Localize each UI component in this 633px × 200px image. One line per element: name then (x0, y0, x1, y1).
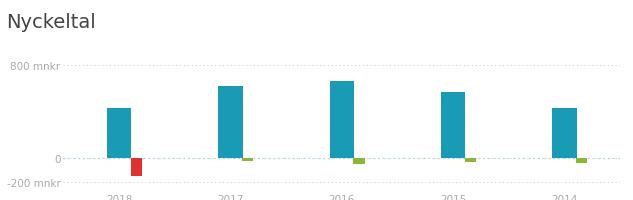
Bar (107, 109, 131, 159)
Bar (218, 87, 242, 159)
Bar (242, 159, 253, 161)
Bar (330, 82, 354, 159)
Bar (441, 93, 465, 159)
Bar (553, 109, 577, 159)
Text: Nyckeltal: Nyckeltal (6, 13, 96, 31)
Bar (576, 159, 587, 163)
Bar (353, 159, 365, 164)
Bar (130, 159, 142, 176)
Bar (465, 159, 476, 163)
